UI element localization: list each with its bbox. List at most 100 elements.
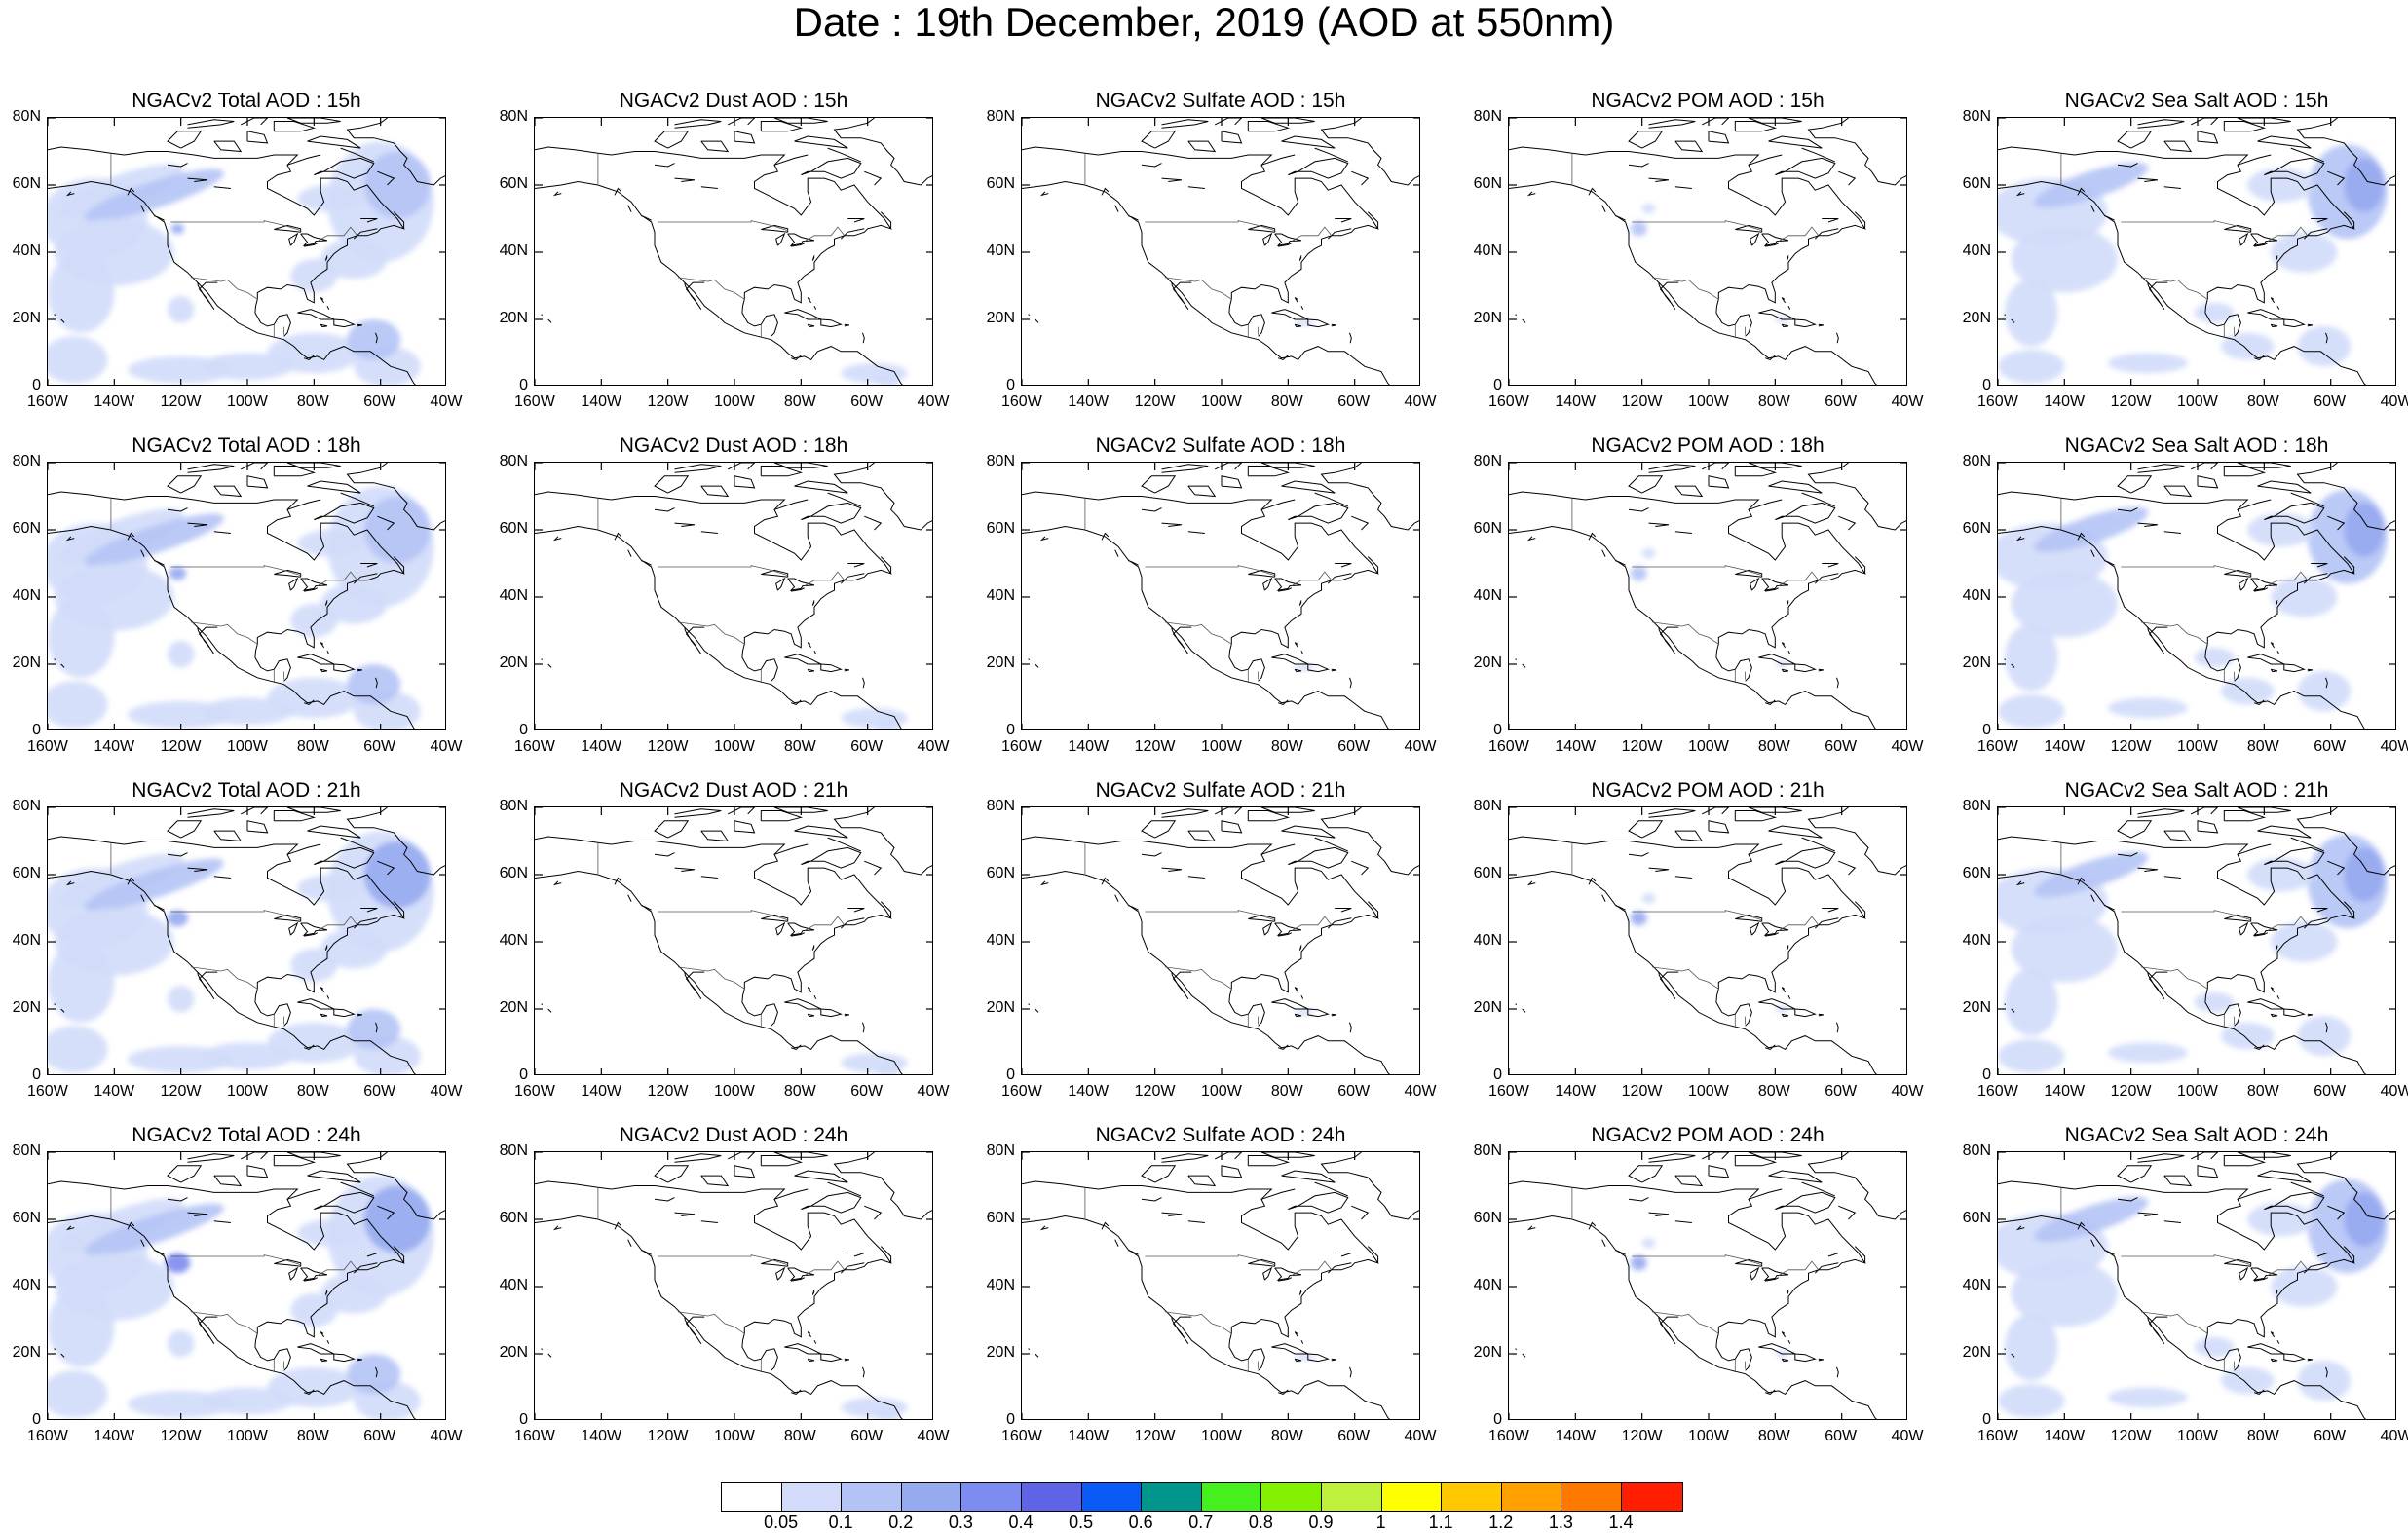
- coastline: [1278, 1277, 1293, 1282]
- coastline: [844, 668, 849, 672]
- coastline: [2237, 1152, 2291, 1158]
- aod-blob: [2344, 158, 2385, 212]
- coastlines: [1509, 1152, 1906, 1419]
- coastline: [1748, 1188, 1783, 1200]
- coastline: [1509, 180, 1877, 385]
- aod-blob: [347, 664, 401, 705]
- colorbar-label: 1.4: [1608, 1513, 1634, 1532]
- coastline: [1028, 1003, 1030, 1006]
- borders: [110, 153, 358, 338]
- coastline: [320, 1331, 325, 1338]
- aod-blob: [2004, 968, 2058, 1036]
- coastline: [1838, 1205, 1857, 1220]
- coastline: [54, 1003, 56, 1006]
- aod-blob: [2107, 353, 2188, 374]
- aod-shading: [1295, 663, 1315, 671]
- coastline: [1838, 860, 1857, 876]
- coastline: [1787, 1339, 1791, 1344]
- coastline: [1277, 1044, 1289, 1050]
- coastline: [300, 922, 328, 936]
- y-tick-label: 60N: [499, 1210, 528, 1226]
- x-tick-label: 80W: [1757, 393, 1790, 410]
- x-tick-label: 40W: [1404, 738, 1437, 755]
- coastline: [300, 1267, 328, 1281]
- panel-title: NGACv2 Sea Salt AOD : 21h: [2064, 779, 2329, 802]
- coastline: [1748, 807, 1802, 813]
- coastlines: [1509, 463, 1906, 729]
- x-tick-label: 40W: [1404, 1083, 1437, 1100]
- tick-marks: [1022, 807, 1419, 1074]
- coastline: [1509, 1215, 1877, 1419]
- aod-blob: [297, 185, 364, 212]
- coastline: [1818, 323, 1824, 327]
- x-tick-label: 40W: [917, 738, 950, 755]
- coastline: [1814, 1262, 1839, 1274]
- y-tick-label: 20N: [1473, 310, 1502, 326]
- coastline: [1274, 1267, 1302, 1281]
- coastline: [1854, 1246, 1866, 1263]
- coastline: [1648, 867, 1670, 872]
- coastline: [2296, 463, 2395, 531]
- aod-map: [48, 118, 445, 385]
- coastline: [1187, 1220, 1205, 1223]
- aod-map: [1998, 1152, 2395, 1419]
- coastline: [393, 901, 405, 918]
- coastline: [1161, 1212, 1183, 1216]
- coastline: [187, 464, 235, 473]
- map-frame: [1997, 1151, 2396, 1420]
- coastline: [1022, 180, 1390, 385]
- coastline: [297, 998, 335, 1010]
- coastline: [654, 820, 690, 839]
- coastline: [2296, 1152, 2395, 1220]
- coastline: [1768, 480, 1823, 494]
- coastline: [314, 846, 375, 869]
- aod-blob: [363, 496, 431, 564]
- coastline: [2077, 187, 2086, 196]
- y-tick-label: 0: [519, 1411, 528, 1428]
- coastline: [288, 232, 299, 246]
- aod-blob: [1630, 566, 1647, 581]
- coastline: [864, 1205, 883, 1220]
- coastline: [760, 1155, 804, 1167]
- country-border: [1651, 1311, 1719, 1334]
- coastline: [314, 1191, 375, 1214]
- coastline: [760, 810, 804, 822]
- x-tick-label: 80W: [1270, 1083, 1303, 1100]
- coastline: [1314, 837, 1348, 852]
- coastline: [246, 475, 269, 489]
- coastline: [535, 525, 903, 729]
- coastline: [1615, 215, 1626, 221]
- coastline: [197, 281, 218, 310]
- coastline: [346, 118, 445, 186]
- aod-blob: [347, 1009, 401, 1050]
- coastline: [1314, 1181, 1348, 1197]
- coastline: [1648, 1212, 1670, 1216]
- colorbar-swatch: [1321, 1483, 1382, 1511]
- x-tick-label: 140W: [94, 393, 135, 410]
- x-tick-label: 140W: [2044, 1428, 2086, 1444]
- coastline: [167, 852, 188, 857]
- coastline: [1765, 587, 1780, 592]
- coastline: [2307, 668, 2313, 672]
- y-tick-label: 80N: [1473, 798, 1502, 814]
- aod-blob: [2247, 168, 2314, 203]
- coastline: [761, 569, 789, 578]
- coastline: [794, 480, 848, 494]
- y-tick-label: 0: [519, 722, 528, 738]
- coastline: [167, 475, 203, 494]
- y-tick-label: 0: [1982, 1066, 1991, 1083]
- x-tick-label: 40W: [2380, 393, 2408, 410]
- coastline: [127, 877, 135, 885]
- aod-shading: [1295, 1353, 1315, 1361]
- coastline: [2163, 485, 2193, 498]
- coastline: [1294, 1013, 1302, 1018]
- y-tick-label: 0: [1493, 1411, 1502, 1428]
- aod-blob: [2194, 302, 2235, 323]
- coastline: [48, 836, 405, 993]
- coastline: [1260, 1188, 1296, 1200]
- coastline: [1114, 894, 1119, 902]
- coastline: [326, 650, 330, 654]
- y-tick-label: 40N: [12, 587, 41, 604]
- x-tick-label: 160W: [514, 738, 555, 755]
- y-tick-label: 0: [1006, 722, 1015, 738]
